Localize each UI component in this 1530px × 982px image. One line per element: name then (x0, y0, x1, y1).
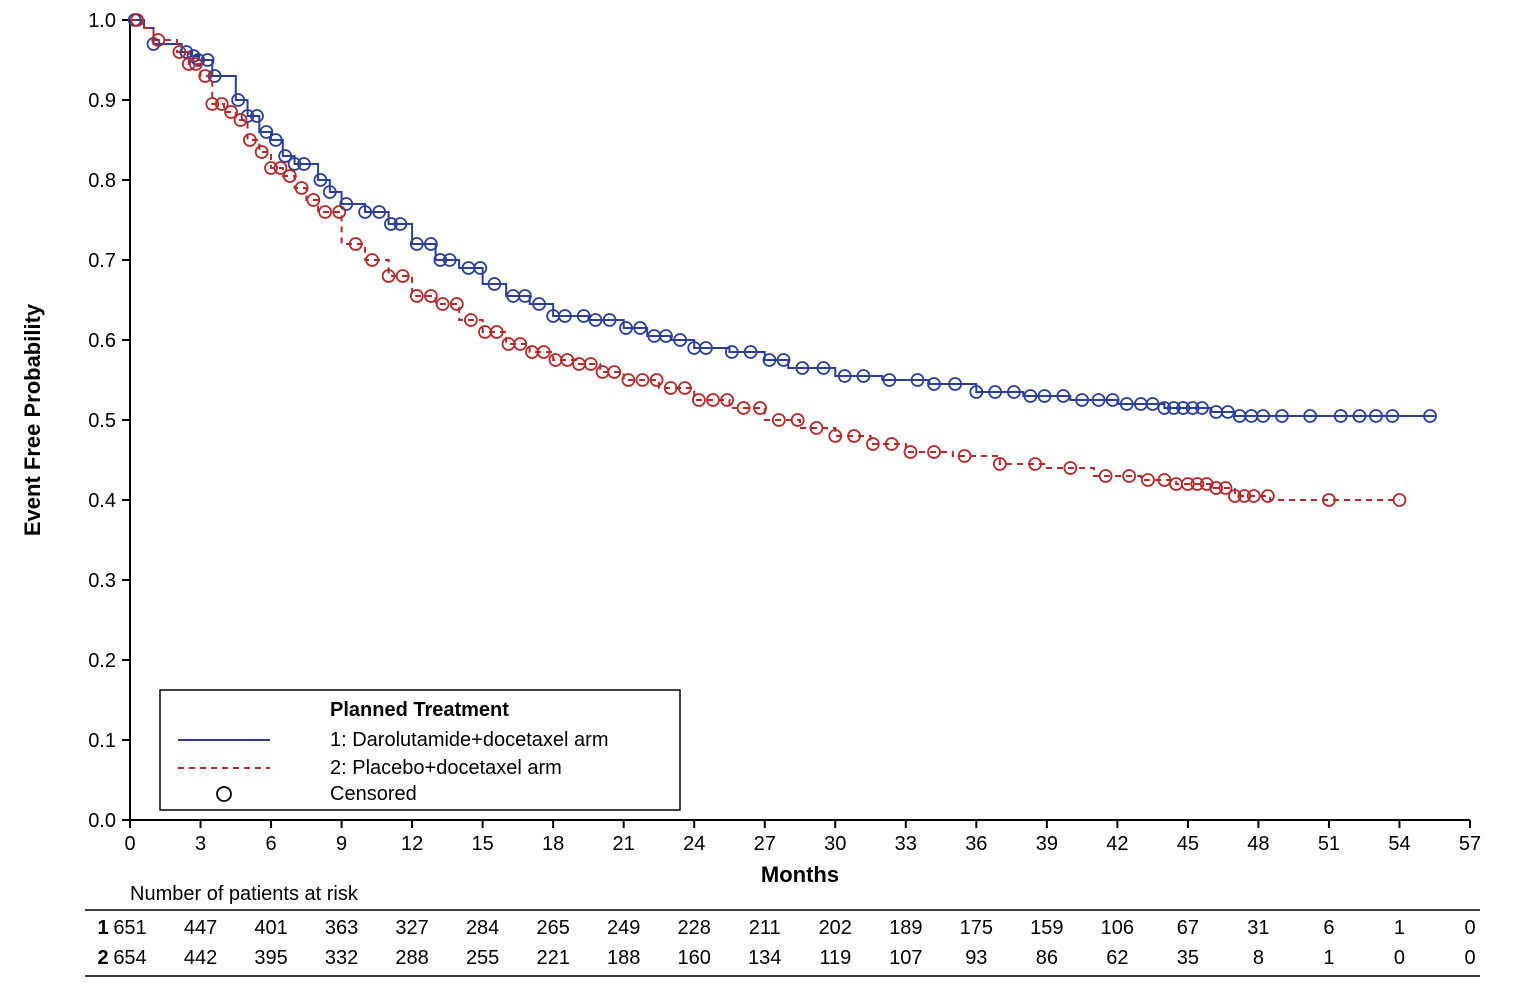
x-tick-label: 18 (542, 833, 564, 855)
y-tick-label: 0.9 (88, 90, 116, 112)
x-tick-label: 45 (1177, 833, 1199, 855)
y-tick-label: 0.6 (88, 330, 116, 352)
risk-row-label: 2 (97, 947, 108, 969)
risk-cell: 93 (965, 947, 987, 969)
y-tick-label: 0.1 (88, 730, 116, 752)
risk-table-title: Number of patients at risk (130, 883, 359, 905)
risk-cell: 332 (325, 947, 358, 969)
risk-cell: 249 (607, 917, 640, 939)
risk-cell: 160 (678, 947, 711, 969)
risk-cell: 265 (536, 917, 569, 939)
risk-cell: 1 (1323, 947, 1334, 969)
x-tick-label: 30 (824, 833, 846, 855)
x-tick-label: 42 (1106, 833, 1128, 855)
risk-cell: 8 (1253, 947, 1264, 969)
legend-item-2: 2: Placebo+docetaxel arm (330, 757, 562, 779)
x-tick-label: 24 (683, 833, 705, 855)
risk-cell: 228 (678, 917, 711, 939)
x-tick-label: 36 (965, 833, 987, 855)
risk-cell: 189 (889, 917, 922, 939)
risk-cell: 211 (749, 917, 781, 939)
y-tick-label: 0.4 (88, 490, 116, 512)
risk-cell: 0 (1464, 917, 1475, 939)
risk-row-label: 1 (97, 917, 108, 939)
risk-cell: 284 (466, 917, 499, 939)
risk-cell: 6 (1323, 917, 1334, 939)
risk-cell: 395 (254, 947, 287, 969)
x-tick-label: 39 (1036, 833, 1058, 855)
risk-cell: 288 (395, 947, 428, 969)
risk-cell: 221 (536, 947, 569, 969)
x-tick-label: 0 (124, 833, 135, 855)
y-tick-label: 0.5 (88, 410, 116, 432)
x-tick-label: 57 (1459, 833, 1481, 855)
x-tick-label: 51 (1318, 833, 1340, 855)
legend-censored: Censored (330, 783, 417, 805)
risk-cell: 651 (113, 917, 146, 939)
risk-cell: 442 (184, 947, 217, 969)
x-tick-label: 3 (195, 833, 206, 855)
risk-cell: 188 (607, 947, 640, 969)
risk-cell: 86 (1036, 947, 1058, 969)
risk-cell: 175 (960, 917, 993, 939)
risk-cell: 35 (1177, 947, 1199, 969)
x-tick-label: 33 (895, 833, 917, 855)
risk-cell: 134 (748, 947, 781, 969)
risk-cell: 159 (1030, 917, 1063, 939)
risk-cell: 654 (113, 947, 146, 969)
x-axis-label: Months (761, 862, 839, 887)
risk-cell: 202 (819, 917, 852, 939)
risk-cell: 255 (466, 947, 499, 969)
x-tick-label: 15 (472, 833, 494, 855)
risk-cell: 363 (325, 917, 358, 939)
risk-cell: 327 (395, 917, 428, 939)
x-tick-label: 12 (401, 833, 423, 855)
legend-item-1: 1: Darolutamide+docetaxel arm (330, 729, 608, 751)
x-tick-label: 54 (1388, 833, 1410, 855)
risk-cell: 0 (1394, 947, 1405, 969)
risk-cell: 62 (1106, 947, 1128, 969)
risk-cell: 107 (889, 947, 922, 969)
risk-cell: 31 (1247, 917, 1269, 939)
x-tick-label: 9 (336, 833, 347, 855)
y-tick-label: 0.3 (88, 570, 116, 592)
risk-cell: 106 (1101, 917, 1134, 939)
x-tick-label: 21 (613, 833, 635, 855)
y-tick-label: 1.0 (88, 10, 116, 32)
y-axis-label: Event Free Probability (20, 303, 45, 536)
risk-cell: 67 (1177, 917, 1199, 939)
y-tick-label: 0.0 (88, 810, 116, 832)
risk-cell: 1 (1394, 917, 1405, 939)
risk-cell: 119 (819, 947, 851, 969)
risk-cell: 0 (1464, 947, 1475, 969)
risk-cell: 447 (184, 917, 217, 939)
x-tick-label: 48 (1247, 833, 1269, 855)
y-tick-label: 0.8 (88, 170, 116, 192)
y-tick-label: 0.7 (88, 250, 116, 272)
y-tick-label: 0.2 (88, 650, 116, 672)
x-tick-label: 6 (265, 833, 276, 855)
x-tick-label: 27 (754, 833, 776, 855)
legend-title: Planned Treatment (330, 699, 509, 721)
kaplan-meier-chart: 0.00.10.20.30.40.50.60.70.80.91.00369121… (0, 0, 1530, 982)
risk-cell: 401 (254, 917, 287, 939)
